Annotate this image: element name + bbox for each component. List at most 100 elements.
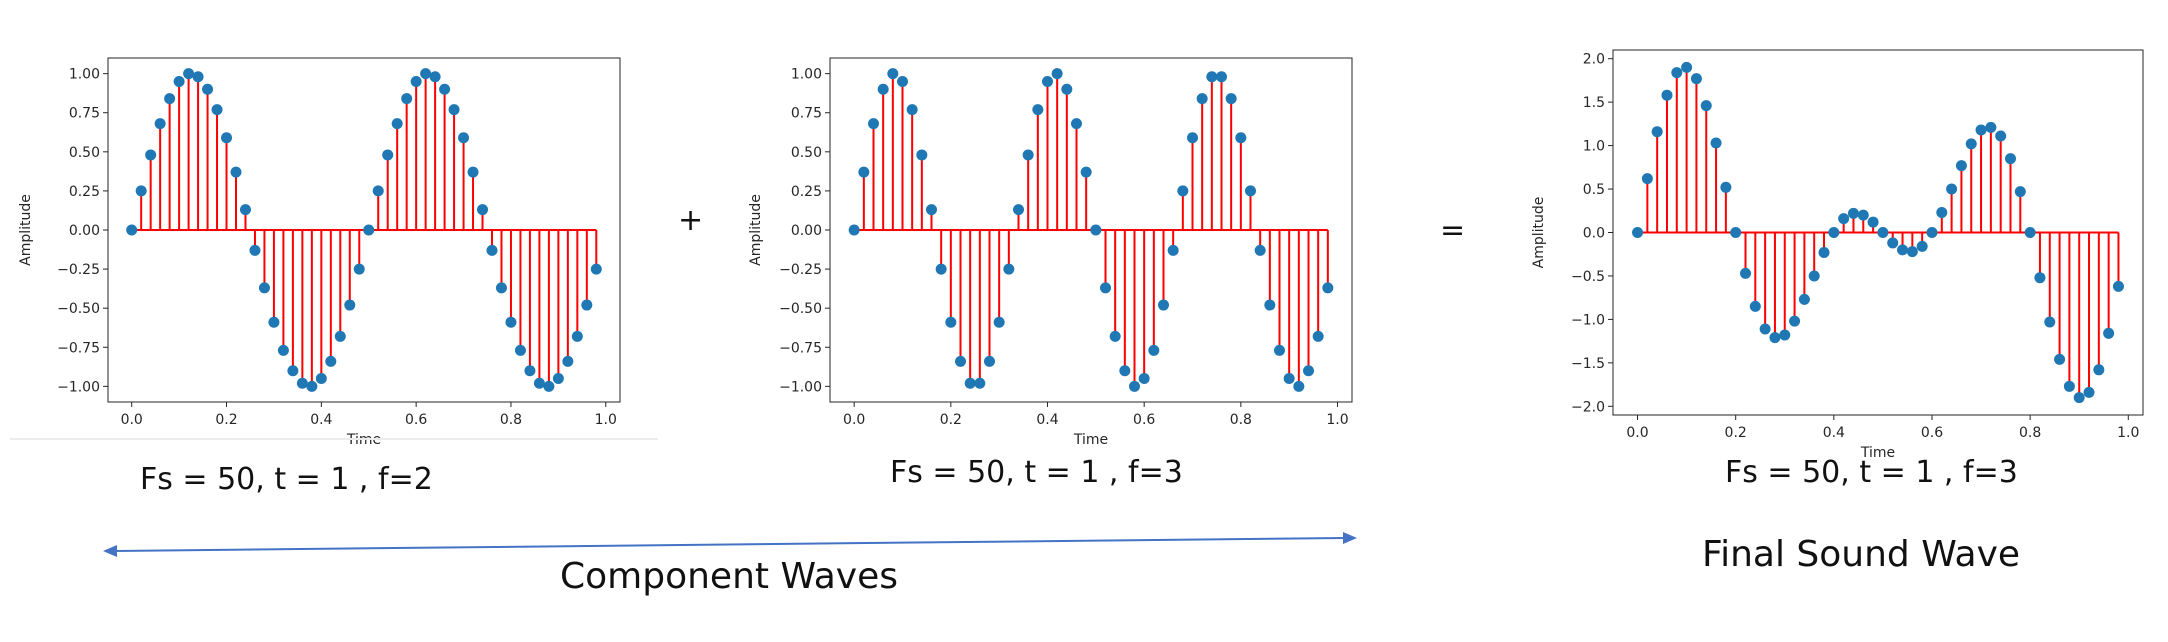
stem-marker bbox=[1857, 209, 1869, 221]
y-axis-label: Amplitude bbox=[748, 194, 764, 266]
y-tick-label: 2.0 bbox=[1583, 52, 1605, 68]
stem-marker bbox=[1061, 83, 1073, 95]
x-axis-label: Time bbox=[1860, 445, 1895, 461]
stem-marker bbox=[353, 263, 365, 275]
y-tick-label: −0.25 bbox=[779, 262, 822, 278]
y-tick-label: −0.5 bbox=[1571, 269, 1605, 285]
stem-marker bbox=[897, 75, 908, 87]
x-axis-label: Time bbox=[1073, 432, 1108, 448]
stem-marker bbox=[495, 282, 507, 294]
stem-marker bbox=[877, 83, 889, 95]
caption-wave-2: Fs = 50, t = 1 , f=3 bbox=[890, 455, 1183, 490]
stem-marker bbox=[571, 330, 583, 342]
stem-marker bbox=[1254, 244, 1266, 256]
stem-marker bbox=[211, 104, 223, 116]
y-tick-label: −1.5 bbox=[1571, 356, 1605, 372]
y-tick-label: −0.75 bbox=[57, 340, 100, 356]
stem-marker bbox=[858, 166, 870, 178]
stem-marker bbox=[2034, 272, 2046, 284]
equals-operator: = bbox=[1440, 213, 1466, 248]
stem-marker bbox=[145, 149, 157, 161]
stem-marker bbox=[249, 244, 261, 256]
stem-marker bbox=[581, 299, 593, 311]
stem-marker bbox=[916, 149, 928, 161]
x-tick-label: 0.0 bbox=[121, 412, 143, 428]
stem-marker bbox=[590, 263, 602, 275]
x-tick-label: 0.2 bbox=[1725, 425, 1747, 441]
stem-marker bbox=[221, 132, 233, 144]
stem-marker bbox=[448, 104, 460, 116]
component-wave-2-chart: 1.00 0.75 0.50 0.25 0.00 −0.25 −0.50 −0.75 −1.00… bbox=[748, 57, 1353, 448]
stem-marker bbox=[1690, 73, 1702, 85]
stem-marker bbox=[239, 204, 251, 216]
stem-marker bbox=[1148, 344, 1160, 356]
stem-marker bbox=[1710, 137, 1722, 149]
caption-final-wave: Fs = 50, t = 1 , f=3 bbox=[1725, 455, 2018, 490]
y-tick-label: 0.00 bbox=[791, 223, 822, 239]
y-tick-label: 0.25 bbox=[69, 184, 100, 200]
stem-marker bbox=[1274, 344, 1285, 356]
stem-marker bbox=[1119, 365, 1131, 377]
y-axis-label: Amplitude bbox=[18, 194, 34, 266]
stem-marker bbox=[154, 118, 166, 130]
y-tick-label: −1.0 bbox=[1571, 312, 1605, 328]
stem-marker bbox=[391, 118, 403, 130]
stem-marker bbox=[382, 149, 394, 161]
stem-marker bbox=[183, 68, 195, 80]
stem-marker bbox=[458, 132, 470, 144]
stem-marker bbox=[926, 204, 937, 216]
x-tick-label: 0.4 bbox=[310, 412, 332, 428]
stem-marker bbox=[429, 71, 441, 83]
stem-marker bbox=[363, 224, 375, 236]
x-tick-label: 0.0 bbox=[843, 412, 865, 428]
stem-marker bbox=[2044, 316, 2056, 328]
stem-marker bbox=[1283, 373, 1295, 385]
y-tick-label: 1.00 bbox=[69, 67, 100, 83]
stem-marker bbox=[1955, 160, 1967, 172]
stem-marker bbox=[945, 316, 957, 328]
x-tick-label: 0.8 bbox=[500, 412, 522, 428]
stem-marker bbox=[486, 244, 498, 256]
stem-marker bbox=[2014, 186, 2026, 198]
x-tick-label: 0.2 bbox=[940, 412, 962, 428]
y-tick-label: −2.0 bbox=[1571, 399, 1605, 415]
stem-marker bbox=[1916, 240, 1928, 252]
stem-marker bbox=[1235, 132, 1247, 144]
stem-marker bbox=[906, 104, 918, 116]
stem-marker bbox=[868, 118, 879, 130]
stem-marker bbox=[173, 75, 185, 87]
stem-marker bbox=[1022, 149, 1034, 161]
y-tick-label: 0.0 bbox=[1583, 226, 1605, 242]
stem-marker bbox=[1887, 237, 1899, 249]
stem-marker bbox=[993, 316, 1005, 328]
y-tick-label: 0.75 bbox=[69, 106, 100, 122]
x-tick-label: 0.8 bbox=[2019, 425, 2041, 441]
x-tick-label: 0.0 bbox=[1626, 425, 1648, 441]
y-tick-label: 1.5 bbox=[1583, 95, 1605, 111]
y-tick-label: 1.00 bbox=[791, 67, 822, 83]
stem-marker bbox=[315, 373, 327, 385]
stem-marker bbox=[401, 93, 413, 105]
stem-marker bbox=[1080, 166, 1092, 178]
stem-marker bbox=[2103, 327, 2115, 339]
stem-marker bbox=[258, 282, 270, 294]
stem-marker bbox=[325, 355, 337, 367]
stem-marker bbox=[1051, 68, 1063, 80]
stem-marker bbox=[477, 204, 489, 216]
stem-marker bbox=[1828, 227, 1840, 238]
stem-marker bbox=[1293, 380, 1305, 392]
stem-marker bbox=[1936, 207, 1948, 219]
stem-marker bbox=[1109, 330, 1121, 342]
stem-marker bbox=[974, 377, 986, 389]
stem-marker bbox=[2083, 386, 2095, 398]
stem-marker bbox=[277, 344, 289, 356]
stem-marker bbox=[1789, 315, 1801, 327]
stem-marker bbox=[1671, 67, 1683, 79]
y-tick-label: 0.50 bbox=[791, 145, 822, 161]
plus-operator: + bbox=[678, 203, 704, 238]
y-tick-label: −1.00 bbox=[57, 379, 100, 395]
y-tick-label: 1.0 bbox=[1583, 139, 1605, 155]
stem-marker bbox=[505, 316, 517, 328]
stem-marker bbox=[2005, 153, 2016, 165]
